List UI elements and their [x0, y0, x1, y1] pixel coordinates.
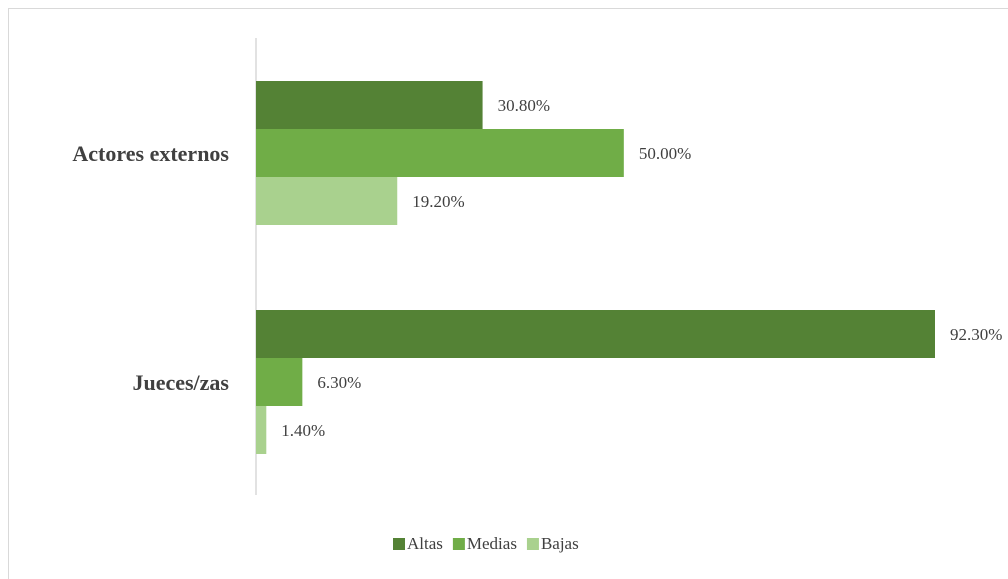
legend-swatch-altas: [393, 538, 405, 550]
bar-altas-1: [256, 310, 935, 358]
category-label: Actores externos: [72, 141, 229, 166]
chart-frame: [8, 8, 1008, 579]
legend-label-medias: Medias: [467, 534, 517, 553]
data-label: 92.30%: [950, 325, 1002, 344]
data-label: 30.80%: [498, 96, 550, 115]
bar-bajas-0: [256, 177, 398, 225]
data-label: 50.00%: [639, 144, 691, 163]
legend-swatch-bajas: [526, 538, 539, 550]
bar-medias-1: [256, 358, 303, 406]
legend-swatch-medias: [452, 538, 465, 550]
data-label: 6.30%: [317, 373, 361, 392]
bar-medias-0: [256, 129, 624, 177]
category-label: Jueces/zas: [132, 370, 229, 395]
legend-label-altas: Altas: [407, 534, 443, 553]
legend-label-bajas: Bajas: [541, 534, 579, 553]
data-label: 19.20%: [412, 192, 464, 211]
bar-altas-0: [256, 81, 483, 129]
bar-bajas-1: [256, 406, 267, 454]
data-label: 1.40%: [281, 421, 325, 440]
